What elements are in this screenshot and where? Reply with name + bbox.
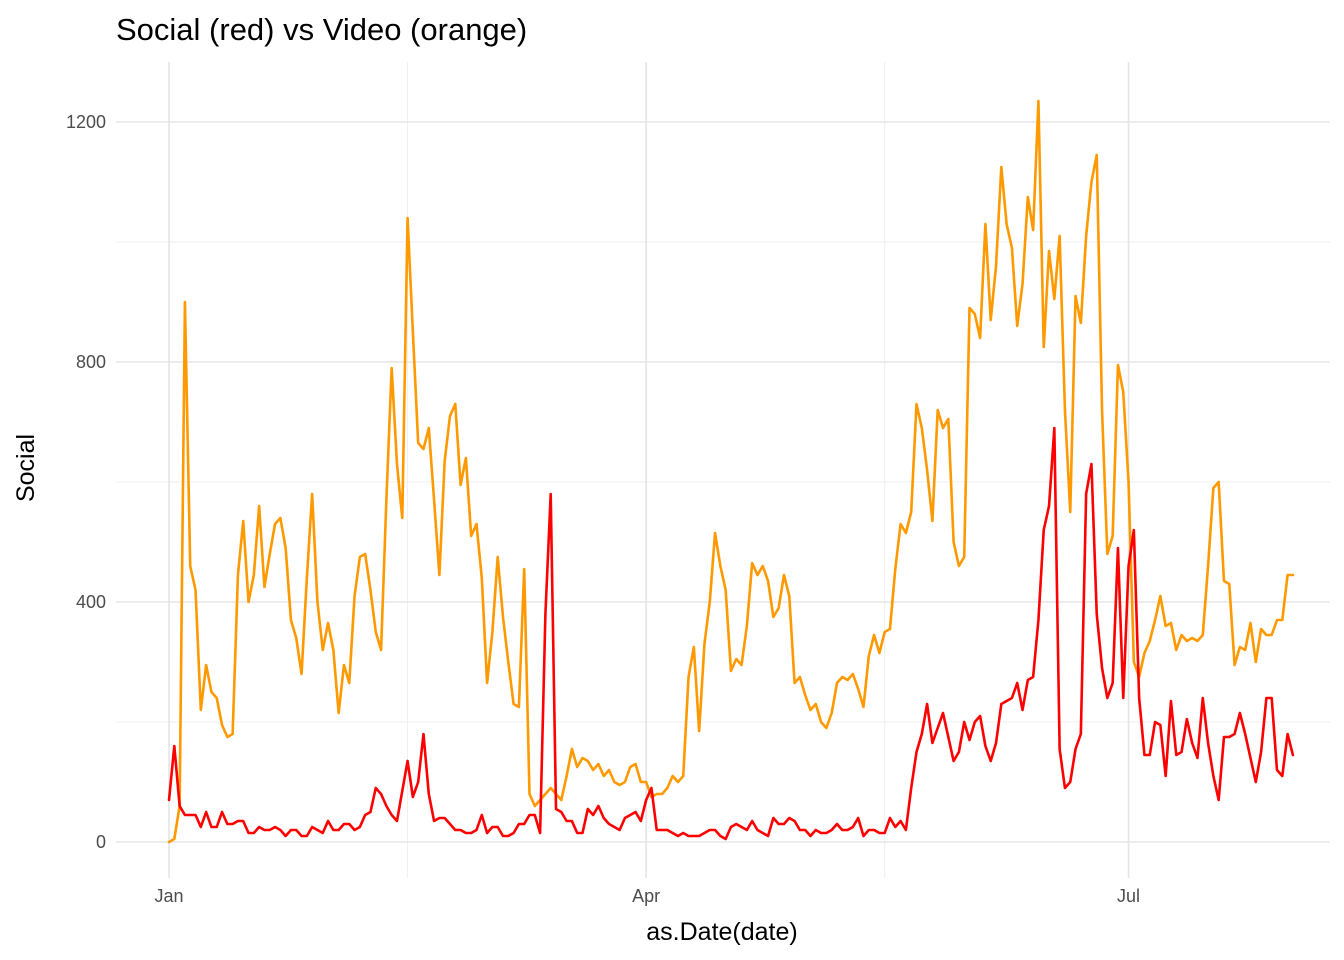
x-axis-title: as.Date(date) (646, 918, 797, 946)
y-axis-title: Social (12, 434, 40, 502)
series-line-2 (167, 99, 1295, 844)
x-tick-label: Jan (154, 886, 183, 906)
y-axis-tick-labels: 0 400 800 1200 (66, 112, 106, 852)
x-tick-label: Apr (632, 886, 660, 906)
x-tick-label: Jul (1117, 886, 1140, 906)
minor-gridlines-x (407, 62, 886, 878)
y-tick-label: 0 (96, 832, 106, 852)
chart-title: Social (red) vs Video (orange) (116, 12, 527, 47)
series-lines (167, 99, 1295, 844)
y-tick-label: 400 (76, 592, 106, 612)
x-axis-tick-labels: Jan Apr Jul (154, 886, 1140, 906)
major-gridlines-x (168, 62, 1130, 878)
series-line-1 (167, 426, 1295, 841)
y-tick-label: 800 (76, 352, 106, 372)
y-tick-label: 1200 (66, 112, 106, 132)
